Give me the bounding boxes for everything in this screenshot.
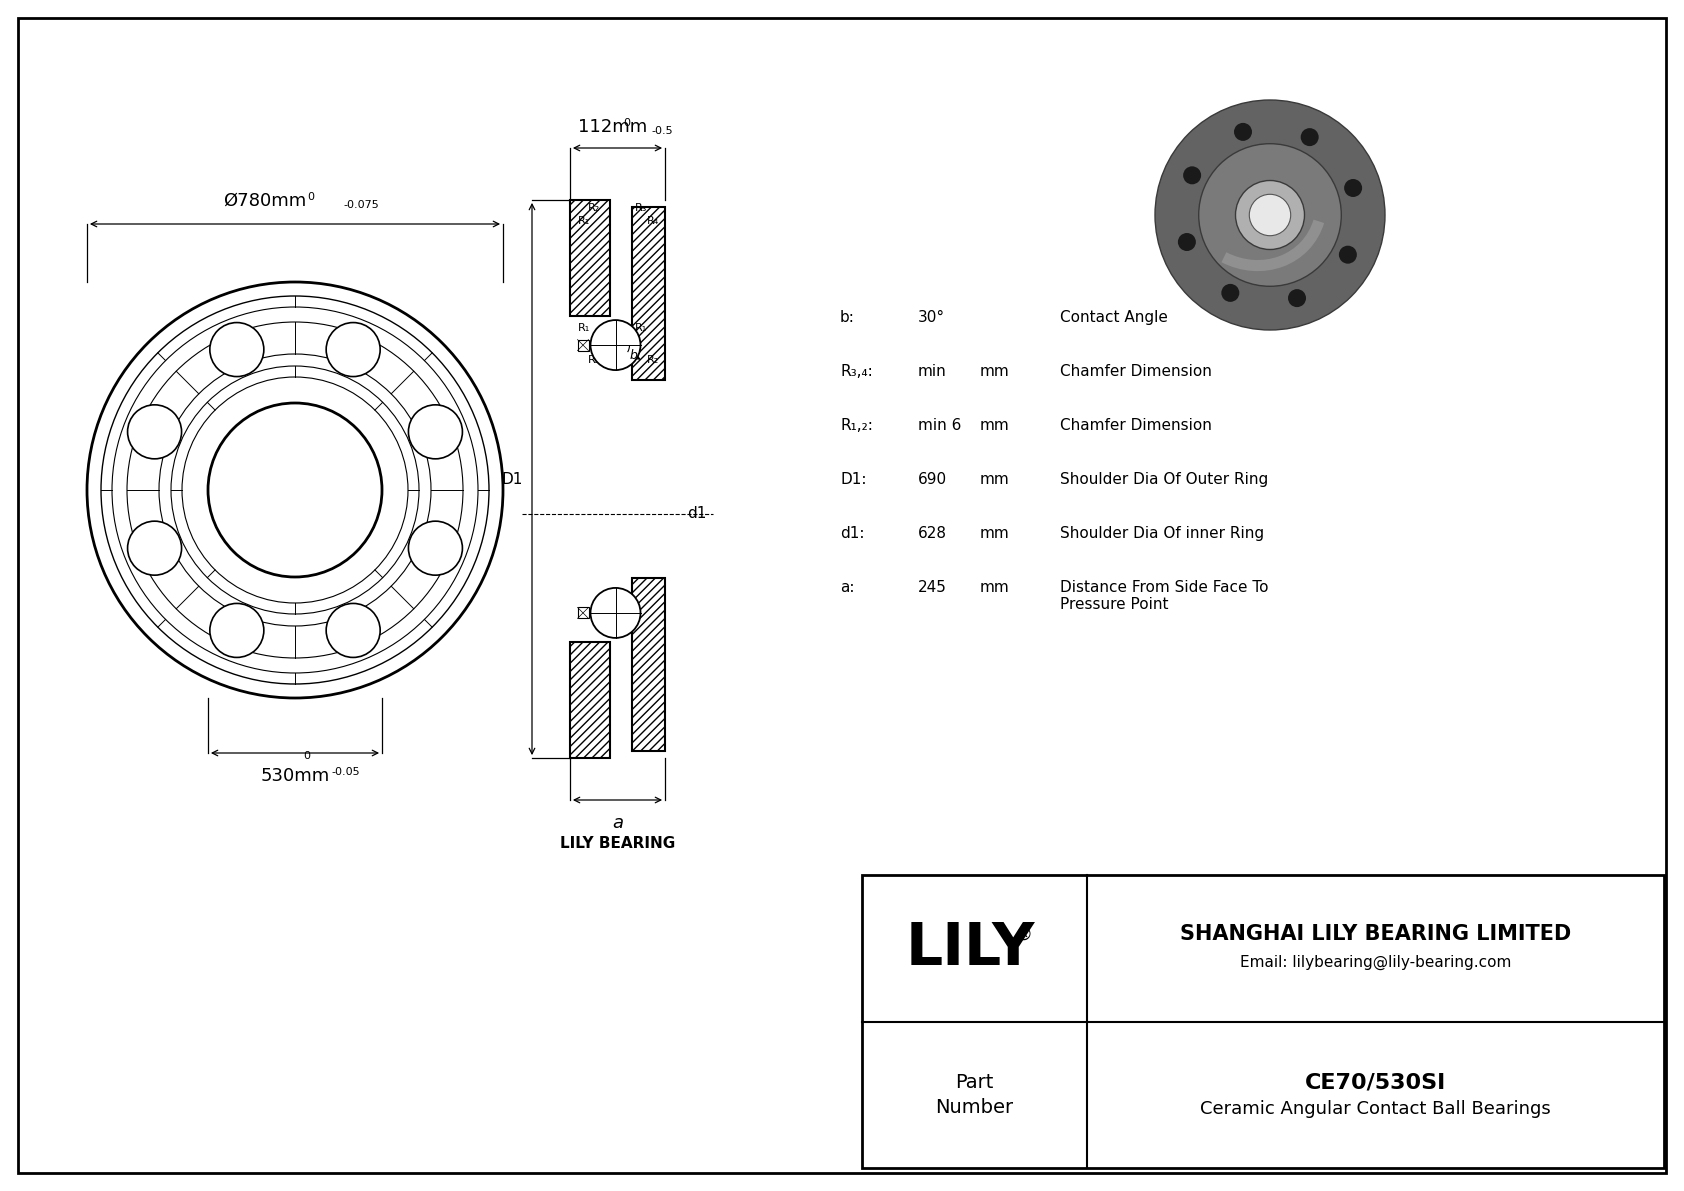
Text: 0: 0 (306, 192, 313, 202)
Text: a: a (611, 813, 623, 833)
Text: R₁: R₁ (578, 323, 591, 333)
Circle shape (128, 405, 182, 459)
Text: Part
Number: Part Number (935, 1073, 1014, 1117)
Circle shape (327, 604, 381, 657)
Circle shape (409, 405, 463, 459)
Text: D1: D1 (502, 472, 522, 486)
Text: 0: 0 (303, 752, 310, 761)
Circle shape (1155, 100, 1384, 330)
Text: Shoulder Dia Of inner Ring: Shoulder Dia Of inner Ring (1059, 526, 1265, 541)
Text: min: min (918, 364, 946, 379)
Text: d1:: d1: (840, 526, 864, 541)
Bar (632, 578, 665, 752)
Text: Shoulder Dia Of Outer Ring: Shoulder Dia Of Outer Ring (1059, 472, 1268, 487)
Circle shape (327, 323, 381, 376)
Text: D1:: D1: (840, 472, 867, 487)
Text: 530mm: 530mm (261, 767, 330, 785)
Text: mm: mm (980, 472, 1010, 487)
Circle shape (128, 522, 182, 575)
Circle shape (409, 522, 463, 575)
Text: Chamfer Dimension: Chamfer Dimension (1059, 418, 1212, 434)
Bar (632, 578, 665, 752)
Circle shape (591, 320, 640, 370)
Text: R₃,₄:: R₃,₄: (840, 364, 872, 379)
Circle shape (1234, 123, 1251, 141)
Circle shape (1344, 179, 1362, 197)
Text: SHANGHAI LILY BEARING LIMITED: SHANGHAI LILY BEARING LIMITED (1180, 924, 1571, 944)
Text: -0.5: -0.5 (652, 126, 674, 136)
Text: Contact Angle: Contact Angle (1059, 310, 1169, 325)
Text: mm: mm (980, 418, 1010, 434)
Bar (632, 207, 665, 380)
Bar (578, 607, 588, 618)
Text: Ø780mm: Ø780mm (224, 192, 306, 210)
Text: CE70/530SI: CE70/530SI (1305, 1073, 1447, 1093)
Circle shape (1177, 233, 1196, 251)
Text: LILY: LILY (906, 919, 1036, 977)
Text: Chamfer Dimension: Chamfer Dimension (1059, 364, 1212, 379)
Text: LILY BEARING: LILY BEARING (559, 836, 675, 852)
Circle shape (1221, 283, 1239, 301)
Text: b:: b: (840, 310, 855, 325)
Text: -0.075: -0.075 (344, 200, 379, 210)
Text: Ceramic Angular Contact Ball Bearings: Ceramic Angular Contact Ball Bearings (1201, 1099, 1551, 1117)
Circle shape (1199, 144, 1340, 286)
Bar (569, 200, 610, 316)
Text: ®: ® (1014, 925, 1032, 943)
Bar (862, 875, 1664, 1168)
Text: 112mm: 112mm (578, 118, 647, 136)
Circle shape (210, 604, 264, 657)
Text: Pressure Point: Pressure Point (1059, 597, 1169, 612)
Circle shape (1250, 194, 1290, 236)
Text: -0.05: -0.05 (332, 767, 360, 777)
Bar (569, 642, 610, 757)
Text: a:: a: (840, 580, 854, 596)
Text: b: b (630, 349, 637, 362)
Circle shape (210, 323, 264, 376)
Bar (632, 207, 665, 380)
Bar (578, 339, 588, 350)
Text: R₂: R₂ (647, 355, 658, 366)
Circle shape (1288, 289, 1307, 307)
Text: R₁,₂:: R₁,₂: (840, 418, 872, 434)
Text: 690: 690 (918, 472, 946, 487)
Bar (569, 200, 610, 316)
Text: Distance From Side Face To: Distance From Side Face To (1059, 580, 1268, 596)
Text: R₁: R₁ (578, 216, 591, 226)
Circle shape (1236, 181, 1305, 249)
Text: min 6: min 6 (918, 418, 962, 434)
Text: 30°: 30° (918, 310, 945, 325)
Text: R₂: R₂ (588, 202, 600, 213)
Text: Email: lilybearing@lily-bearing.com: Email: lilybearing@lily-bearing.com (1239, 955, 1511, 969)
Text: R₃: R₃ (635, 202, 647, 213)
Text: d1: d1 (687, 506, 706, 522)
Circle shape (591, 588, 640, 638)
Text: 0: 0 (623, 118, 630, 127)
Bar (569, 642, 610, 757)
Text: 628: 628 (918, 526, 946, 541)
Circle shape (1339, 245, 1357, 263)
Text: R₂: R₂ (588, 355, 600, 366)
Text: mm: mm (980, 580, 1010, 596)
Text: mm: mm (980, 364, 1010, 379)
Text: mm: mm (980, 526, 1010, 541)
Circle shape (1184, 167, 1201, 185)
Circle shape (1300, 129, 1319, 146)
Text: R₁: R₁ (635, 323, 647, 333)
Text: R₄: R₄ (647, 216, 658, 226)
Text: 245: 245 (918, 580, 946, 596)
